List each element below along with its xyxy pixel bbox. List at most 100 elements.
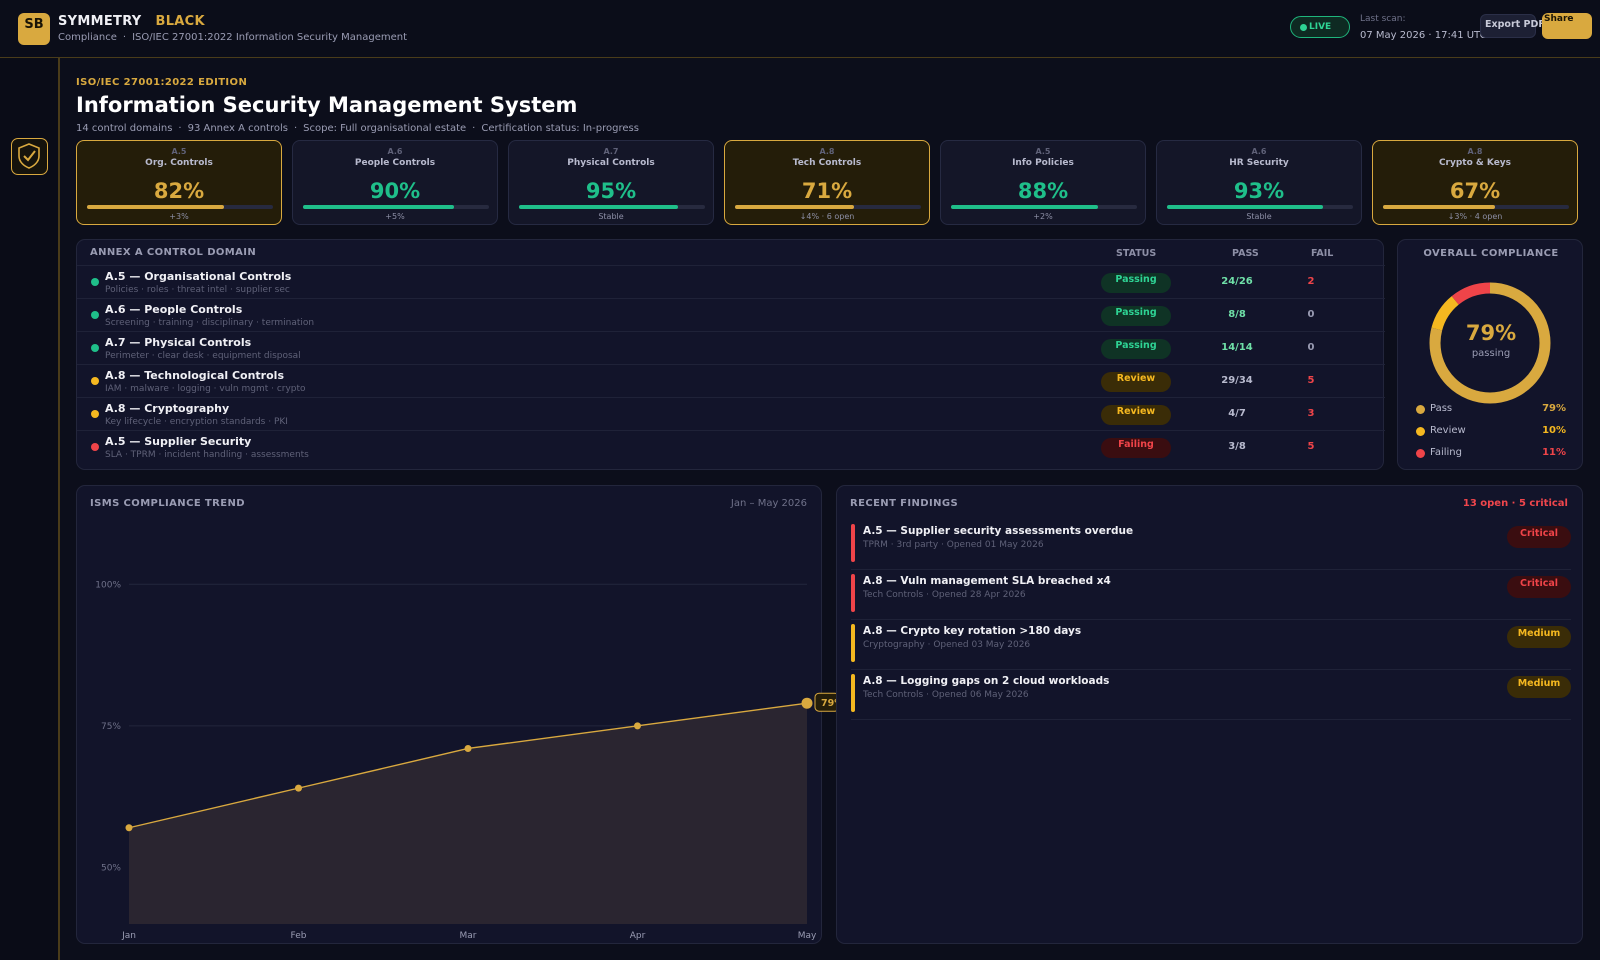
share-button[interactable]: Share (1542, 13, 1592, 39)
meta-controls: 93 Annex A controls (187, 123, 288, 134)
legend-item: Pass 79% (1416, 403, 1566, 417)
status-badge: Passing (1101, 306, 1171, 326)
card-progress-fill (87, 205, 225, 209)
fail-count: 3 (1307, 408, 1315, 419)
finding-item[interactable]: A.8 — Logging gaps on 2 cloud workloads T… (851, 670, 1571, 720)
severity-badge: Medium (1507, 676, 1571, 698)
card-code: A.6 (1251, 147, 1267, 156)
card-delta: +3% (169, 212, 189, 221)
card-progress-bar (951, 205, 1137, 209)
status-badge: Review (1101, 405, 1171, 425)
finding-title: A.8 — Vuln management SLA breached x4 (863, 575, 1111, 587)
breadcrumb-item-compliance[interactable]: Compliance (58, 32, 117, 43)
annex-title: ANNEX A CONTROL DOMAIN (90, 247, 257, 258)
meta-separator: · (293, 123, 298, 134)
finding-title: A.8 — Logging gaps on 2 cloud workloads (863, 675, 1110, 687)
finding-meta: Tech Controls · Opened 06 May 2026 (863, 690, 1029, 700)
card-delta: Stable (598, 212, 624, 221)
legend-label: Review (1430, 425, 1466, 436)
pass-count: 14/14 (1221, 342, 1253, 353)
card-code: A.8 (819, 147, 835, 156)
card-name: Org. Controls (145, 158, 213, 168)
status-badge: Passing (1101, 273, 1171, 293)
row-description: Key lifecycle · encryption standards · P… (105, 417, 288, 427)
column-header-pass[interactable]: PASS (1232, 248, 1259, 259)
card-percentage: 67% (1449, 179, 1501, 203)
domain-card[interactable]: A.6 People Controls 90% +5% (292, 140, 498, 225)
finding-title: A.8 — Crypto key rotation >180 days (863, 625, 1082, 637)
table-row[interactable]: A.7 — Physical Controls Perimeter · clear… (77, 331, 1385, 364)
legend-swatch (1416, 405, 1425, 414)
table-row[interactable]: A.5 — Organisational Controls Policies · … (77, 265, 1385, 298)
row-name: A.5 — Supplier Security (105, 435, 252, 448)
domain-card[interactable]: A.8 Crypto & Keys 67% ↓3% · 4 open (1372, 140, 1578, 225)
trend-point[interactable] (295, 784, 302, 792)
legend-value: 79% (1542, 403, 1566, 414)
column-header-fail[interactable]: FAIL (1311, 248, 1334, 259)
card-progress-fill (303, 205, 454, 209)
pass-count: 8/8 (1228, 309, 1246, 320)
live-status-badge: LIVE (1290, 16, 1350, 38)
x-tick-label: Jan (121, 931, 136, 941)
trend-point[interactable] (125, 824, 133, 832)
x-tick-label: Apr (630, 931, 646, 941)
card-delta: +5% (385, 212, 405, 221)
trend-point[interactable] (464, 744, 472, 752)
fail-count: 5 (1307, 441, 1315, 452)
domain-card[interactable]: A.5 Org. Controls 82% +3% (76, 140, 282, 225)
severity-badge: Critical (1507, 576, 1571, 598)
card-code: A.5 (171, 147, 187, 156)
card-delta: ↓4% · 6 open (799, 212, 855, 221)
y-tick-label: 100% (95, 580, 121, 590)
overall-donut (1429, 282, 1551, 404)
pass-count: 24/26 (1221, 276, 1253, 287)
column-header-status[interactable]: STATUS (1116, 248, 1157, 259)
y-tick-label: 75% (101, 722, 121, 732)
row-description: Perimeter · clear desk · equipment dispo… (105, 351, 301, 361)
trend-range[interactable]: Jan – May 2026 (730, 498, 807, 509)
row-name: A.8 — Technological Controls (105, 369, 284, 382)
legend-value: 11% (1542, 447, 1566, 458)
status-dot (91, 443, 99, 451)
card-progress-fill (951, 205, 1099, 209)
table-row[interactable]: A.8 — Technological Controls IAM · malwar… (77, 364, 1385, 397)
last-scan-value: 07 May 2026 · 17:41 UTC (1360, 30, 1487, 41)
domain-card[interactable]: A.7 Physical Controls 95% Stable (508, 140, 714, 225)
finding-item[interactable]: A.8 — Crypto key rotation >180 days Crypt… (851, 620, 1571, 670)
finding-meta: Cryptography · Opened 03 May 2026 (863, 640, 1031, 650)
shield-check-icon[interactable] (11, 138, 48, 175)
brand-primary: SYMMETRY (58, 14, 142, 29)
x-tick-label: May (798, 931, 817, 941)
legend-item: Review 10% (1416, 425, 1566, 439)
finding-title: A.5 — Supplier security assessments over… (863, 525, 1134, 537)
breadcrumb: Compliance · ISO/IEC 27001:2022 Informatio… (58, 32, 407, 43)
finding-item[interactable]: A.8 — Vuln management SLA breached x4 Tec… (851, 570, 1571, 620)
card-delta: ↓3% · 4 open (1447, 212, 1503, 221)
domain-card[interactable]: A.8 Tech Controls 71% ↓4% · 6 open (724, 140, 930, 225)
domain-card[interactable]: A.5 Info Policies 88% +2% (940, 140, 1146, 225)
overall-value: 79% (1465, 321, 1517, 345)
donut-segment-failing[interactable] (1429, 282, 1551, 404)
card-progress-bar (1167, 205, 1353, 209)
trend-point[interactable] (801, 697, 813, 709)
legend-label: Pass (1430, 403, 1453, 414)
card-percentage: 88% (1017, 179, 1069, 203)
table-row[interactable]: A.8 — Cryptography Key lifecycle · encryp… (77, 397, 1385, 430)
severity-stripe (851, 624, 855, 662)
finding-item[interactable]: A.5 — Supplier security assessments over… (851, 520, 1571, 570)
trend-point[interactable] (634, 722, 641, 730)
compliance-trend-panel: ISMS COMPLIANCE TREND Jan – May 2026 50%… (76, 485, 844, 944)
fail-count: 5 (1307, 375, 1315, 386)
left-rail (0, 58, 60, 960)
pass-count: 4/7 (1228, 408, 1246, 419)
card-progress-fill (1167, 205, 1323, 209)
domain-card[interactable]: A.6 HR Security 93% Stable (1156, 140, 1362, 225)
table-row[interactable]: A.6 — People Controls Screening · trainin… (77, 298, 1385, 331)
card-name: People Controls (354, 158, 436, 168)
trend-chart: 50% 75% 100% Jan Feb Mar Apr May 79% (95, 580, 844, 941)
legend-value: 10% (1542, 425, 1566, 436)
table-row[interactable]: A.5 — Supplier Security SLA · TPRM · inci… (77, 430, 1385, 463)
app-logo[interactable]: SB (18, 13, 50, 45)
export-pdf-button[interactable]: Export PDF (1480, 14, 1545, 38)
finding-meta: TPRM · 3rd party · Opened 01 May 2026 (863, 540, 1044, 550)
